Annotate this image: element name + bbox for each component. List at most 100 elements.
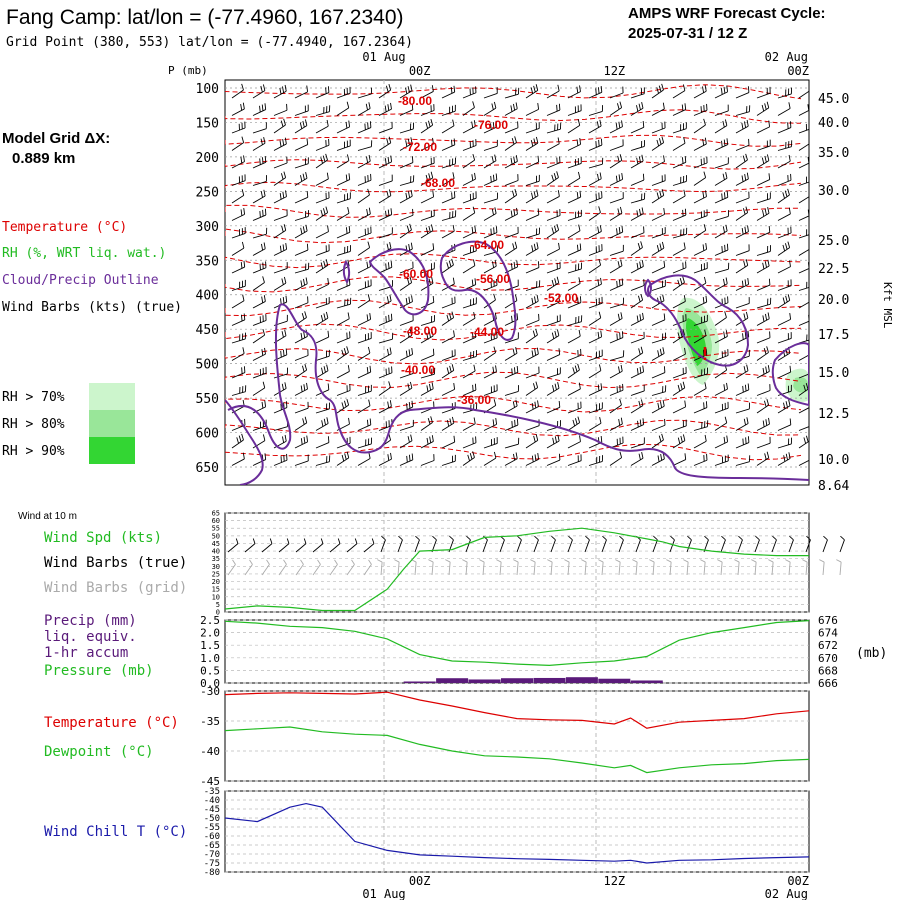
wind-barb-flag (262, 262, 264, 269)
wind-barb (777, 384, 792, 396)
wind-barb-staff (504, 180, 519, 186)
wind-barb (546, 84, 560, 99)
wind-barb-flag (494, 207, 497, 214)
wind-barb (525, 366, 540, 379)
wind-barb-flag (454, 296, 456, 304)
wind-barb-staff (483, 299, 496, 309)
wind-barb (336, 192, 351, 204)
wind-barb-flag (348, 417, 350, 425)
wind-barb (252, 381, 266, 396)
model-grid-value: 0.889 km (12, 150, 75, 167)
wind-barb-flag (558, 453, 561, 461)
wind10m-barb-flag (283, 559, 287, 565)
wind-barb-flag (515, 452, 518, 459)
wind-barb-staff (273, 459, 288, 466)
wind-barb-staff (798, 108, 809, 116)
wind-barb (609, 297, 624, 309)
wind-barb-flag (578, 316, 580, 323)
wind-barb-flag (577, 402, 579, 410)
wind-barb-flag (682, 276, 685, 283)
wind-barb (735, 172, 749, 186)
wind-barb-staff (252, 180, 267, 186)
wind-barb-flag (405, 192, 408, 200)
wind-barb (483, 192, 498, 204)
wind-barb-flag (703, 157, 705, 165)
wind-barb-flag (426, 437, 429, 445)
wind-barb (588, 296, 603, 309)
wind-barb-staff (567, 388, 581, 396)
wind-barb-flag (557, 137, 560, 144)
wind-barb-flag (384, 158, 387, 165)
wind-barb-flag (343, 400, 347, 407)
wind-barb-staff (273, 268, 288, 274)
wind-barb-flag (475, 350, 477, 357)
wind-barb-flag (618, 174, 621, 181)
wind10m-barb-staff (312, 543, 324, 553)
wind-barb (462, 120, 476, 134)
wind-barb-flag (662, 280, 663, 288)
wind-barb-flag (617, 313, 620, 321)
wind-barb-staff (399, 373, 414, 379)
wind-barb-staff (441, 369, 454, 379)
wind-barb (294, 296, 309, 309)
wind-barb-staff (504, 443, 519, 449)
wind-barb (357, 437, 372, 449)
wind-barb-staff (651, 319, 665, 326)
wind-barb-flag (410, 242, 413, 250)
wind-barb (462, 330, 477, 344)
wind-barb (252, 175, 267, 186)
wind-barb-staff (735, 197, 750, 204)
wind-barb-flag (451, 416, 455, 424)
wind-barb-staff (504, 338, 519, 344)
wind-barb-flag (787, 175, 789, 182)
wind-barb-flag (263, 137, 266, 144)
wind-barb-flag (638, 348, 641, 355)
wind-barb (231, 189, 245, 204)
wind-barb (735, 244, 750, 256)
wind-barb-flag (428, 331, 431, 338)
wind-barb (273, 262, 288, 274)
wind-barb-flag (472, 153, 476, 161)
wind-barb-flag (785, 295, 788, 303)
wind-barb (756, 139, 771, 151)
wind-barb (336, 245, 351, 256)
wind-barb-staff (567, 302, 582, 309)
wind-barb (693, 382, 707, 396)
wind-barb-flag (677, 384, 681, 392)
wind10m-barb-flag (266, 559, 270, 565)
wind-barb (525, 84, 539, 99)
wind-barb-flag (559, 261, 561, 269)
wind-barb-flag (303, 436, 306, 444)
wind-barb-staff (798, 247, 809, 256)
wind-barb (609, 101, 623, 116)
wind10m-y-tick-label: 50 (212, 532, 220, 540)
wind-barb-staff (567, 143, 581, 151)
wind-barb-flag (365, 103, 368, 111)
wind-barb-flag (451, 192, 453, 199)
wind-barb-flag (325, 298, 327, 305)
wind-barb-flag (702, 349, 705, 357)
wind-barb (714, 330, 728, 344)
wind-barb-staff (714, 460, 729, 466)
wind-barb-flag (407, 436, 410, 443)
wind-barb-flag (636, 157, 639, 165)
wind-barb (525, 328, 538, 344)
wind-barb-staff (630, 247, 643, 256)
wind-barb-flag (557, 84, 560, 92)
wind-barb-flag (368, 399, 371, 406)
wind-barb-flag (684, 208, 687, 216)
wind-barb-flag (432, 243, 435, 250)
wind-barb-flag (657, 402, 660, 410)
wind-barb-staff (378, 338, 393, 344)
wind-barb (651, 136, 665, 151)
wind-barb-flag (788, 399, 791, 406)
wind10m-barb-staff (618, 562, 621, 576)
wind-barb (630, 312, 644, 326)
wind-barb-flag (680, 124, 682, 131)
wind-barb (231, 347, 245, 361)
wind-barb (777, 260, 791, 274)
wind-barb-staff (441, 197, 456, 204)
wind-barb-flag (618, 366, 621, 373)
wind-barb (630, 279, 645, 291)
wind-barb (378, 313, 393, 326)
